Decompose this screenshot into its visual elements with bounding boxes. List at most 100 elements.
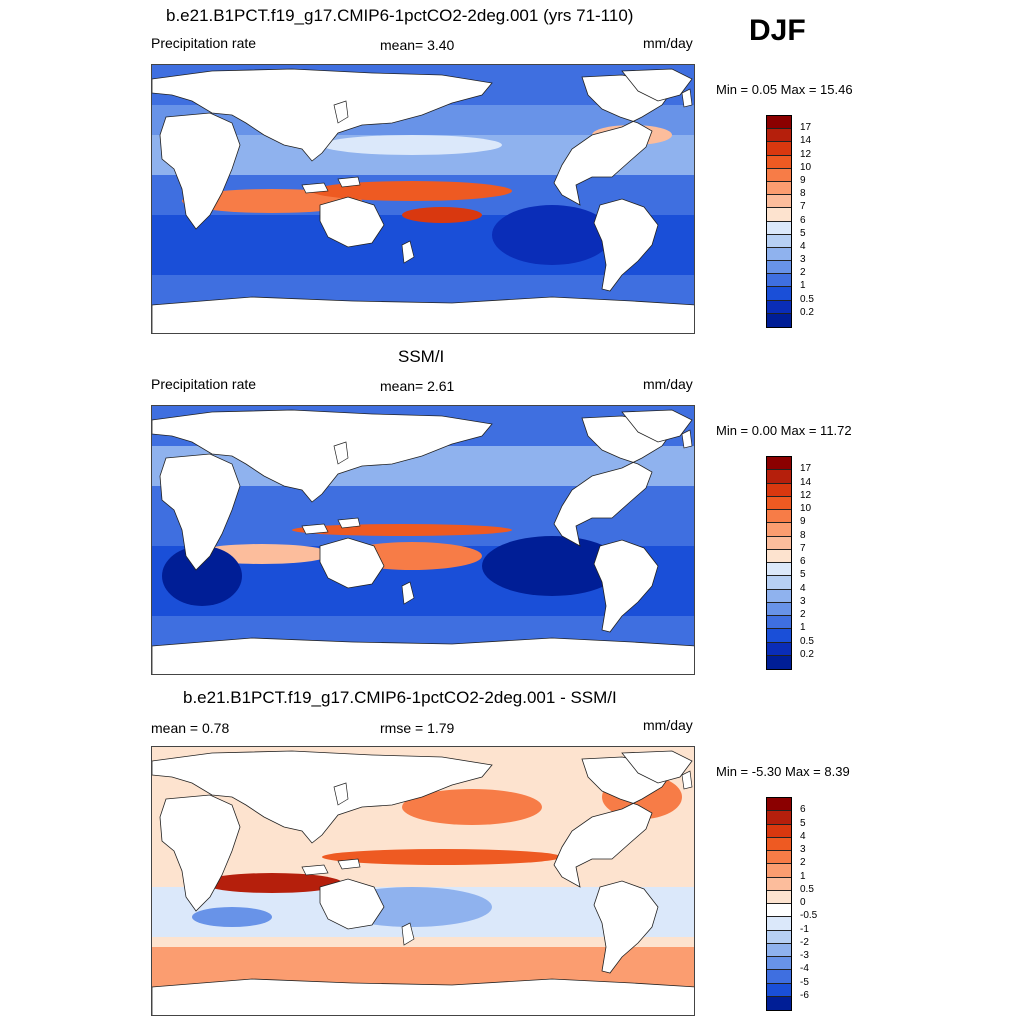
- colorbar-tick-label: 9: [800, 174, 806, 186]
- colorbar-swatch: [767, 287, 791, 301]
- colorbar-tick-label: 14: [800, 135, 812, 147]
- panel-2-mean-label: mean= 2.61: [380, 378, 455, 394]
- colorbar-swatch: [767, 890, 791, 904]
- panel-2-units-label: mm/day: [643, 376, 693, 392]
- colorbar-swatch: [767, 996, 791, 1010]
- panel-1-units-label: mm/day: [643, 35, 693, 51]
- colorbar-tick-label: 14: [800, 476, 812, 488]
- panel-3-mean-label: mean = 0.78: [151, 720, 230, 736]
- colorbar-swatch: [767, 261, 791, 275]
- colorbar-swatch: [767, 300, 791, 314]
- panel-3-units-label: mm/day: [643, 717, 693, 733]
- panel-1-title: b.e21.B1PCT.f19_g17.CMIP6-1pctCO2-2deg.0…: [166, 6, 634, 25]
- colorbar-tick-label: 4: [800, 582, 806, 594]
- colorbar-tick-label: 1: [800, 870, 806, 882]
- colorbar-tick-label: 5: [800, 227, 806, 239]
- colorbar-tick-label: 6: [800, 804, 806, 816]
- panel-3-title: b.e21.B1PCT.f19_g17.CMIP6-1pctCO2-2deg.0…: [183, 688, 617, 707]
- colorbar-swatch: [767, 589, 791, 603]
- colorbar-tick-label: 0.5: [800, 635, 814, 647]
- colorbar-tick-label: 17: [800, 463, 812, 475]
- colorbar-tick-label: -2: [800, 936, 809, 948]
- colorbar-swatch: [767, 798, 791, 812]
- colorbar-tick-label: 3: [800, 254, 806, 266]
- colorbar-swatch: [767, 837, 791, 851]
- colorbar-tick-label: -6: [800, 989, 809, 1001]
- panel-2-colorbar: [766, 456, 792, 670]
- colorbar-swatch: [767, 943, 791, 957]
- colorbar-tick-label: -1: [800, 923, 809, 935]
- colorbar-tick-label: 17: [800, 122, 812, 134]
- colorbar-swatch: [767, 536, 791, 550]
- colorbar-tick-label: 7: [800, 542, 806, 554]
- colorbar-tick-label: 10: [800, 503, 812, 514]
- panel-3-minmax: Min = -5.30 Max = 8.39: [716, 764, 850, 779]
- colorbar-tick-label: 2: [800, 267, 806, 279]
- colorbar-tick-label: -0.5: [800, 910, 818, 922]
- colorbar-swatch: [767, 116, 791, 130]
- panel-2-map: [151, 405, 695, 675]
- colorbar-swatch: [767, 221, 791, 235]
- colorbar-swatch: [767, 549, 791, 563]
- panel-2-title: SSM/I: [398, 347, 445, 366]
- colorbar-swatch: [767, 629, 791, 643]
- panel-3-map: [151, 746, 695, 1016]
- colorbar-swatch: [767, 457, 791, 471]
- colorbar-tick-label: 5: [800, 569, 806, 581]
- colorbar-swatch: [767, 616, 791, 630]
- colorbar-tick-label: 0: [800, 897, 806, 908]
- colorbar-swatch: [767, 496, 791, 510]
- colorbar-swatch: [767, 824, 791, 838]
- colorbar-tick-label: 6: [800, 556, 806, 567]
- colorbar-swatch: [767, 181, 791, 196]
- colorbar-swatch: [767, 970, 791, 984]
- colorbar-tick-label: 1: [800, 622, 806, 634]
- colorbar-swatch: [767, 142, 791, 156]
- colorbar-swatch: [767, 523, 791, 537]
- colorbar-tick-label: 2: [800, 857, 806, 869]
- colorbar-tick-label: 9: [800, 516, 806, 528]
- colorbar-tick-label: 12: [800, 148, 812, 160]
- colorbar-tick-label: 0.5: [800, 883, 814, 895]
- colorbar-swatch: [767, 602, 791, 616]
- colorbar-tick-label: 4: [800, 240, 806, 252]
- colorbar-tick-label: 8: [800, 529, 806, 541]
- colorbar-tick-label: 0.2: [800, 306, 814, 318]
- colorbar-tick-label: 0.2: [800, 648, 814, 660]
- colorbar-tick-label: 3: [800, 595, 806, 607]
- colorbar-tick-label: 4: [800, 830, 806, 842]
- colorbar-swatch: [767, 904, 791, 918]
- colorbar-tick-label: 12: [800, 489, 812, 501]
- colorbar-swatch: [767, 168, 791, 182]
- colorbar-swatch: [767, 917, 791, 931]
- colorbar-tick-label: -3: [800, 950, 809, 961]
- colorbar-swatch: [767, 642, 791, 656]
- colorbar-swatch: [767, 811, 791, 825]
- colorbar-swatch: [767, 234, 791, 248]
- colorbar-swatch: [767, 563, 791, 577]
- colorbar-swatch: [767, 957, 791, 971]
- panel-1-colorbar: [766, 115, 792, 328]
- panel-3-rmse-label: rmse = 1.79: [380, 720, 455, 736]
- colorbar-tick-label: 3: [800, 844, 806, 855]
- colorbar-tick-label: 8: [800, 188, 806, 200]
- colorbar-tick-label: -4: [800, 963, 809, 975]
- panel-1-map: [151, 64, 695, 334]
- colorbar-swatch: [767, 510, 791, 524]
- colorbar-swatch: [767, 877, 791, 891]
- colorbar-swatch: [767, 483, 791, 497]
- panel-1-mean-label: mean= 3.40: [380, 37, 455, 53]
- season-label: DJF: [749, 14, 806, 47]
- colorbar-tick-label: -5: [800, 976, 809, 988]
- panel-3-colorbar: [766, 797, 792, 1011]
- panel-1-minmax: Min = 0.05 Max = 15.46: [716, 82, 853, 97]
- colorbar-tick-label: 1: [800, 280, 806, 292]
- colorbar-swatch: [767, 274, 791, 288]
- colorbar-swatch: [767, 208, 791, 222]
- colorbar-tick-label: 10: [800, 161, 812, 173]
- colorbar-tick-label: 7: [800, 201, 806, 213]
- colorbar-tick-label: 5: [800, 817, 806, 829]
- colorbar-swatch: [767, 930, 791, 944]
- colorbar-swatch: [767, 576, 791, 590]
- colorbar-swatch: [767, 655, 791, 669]
